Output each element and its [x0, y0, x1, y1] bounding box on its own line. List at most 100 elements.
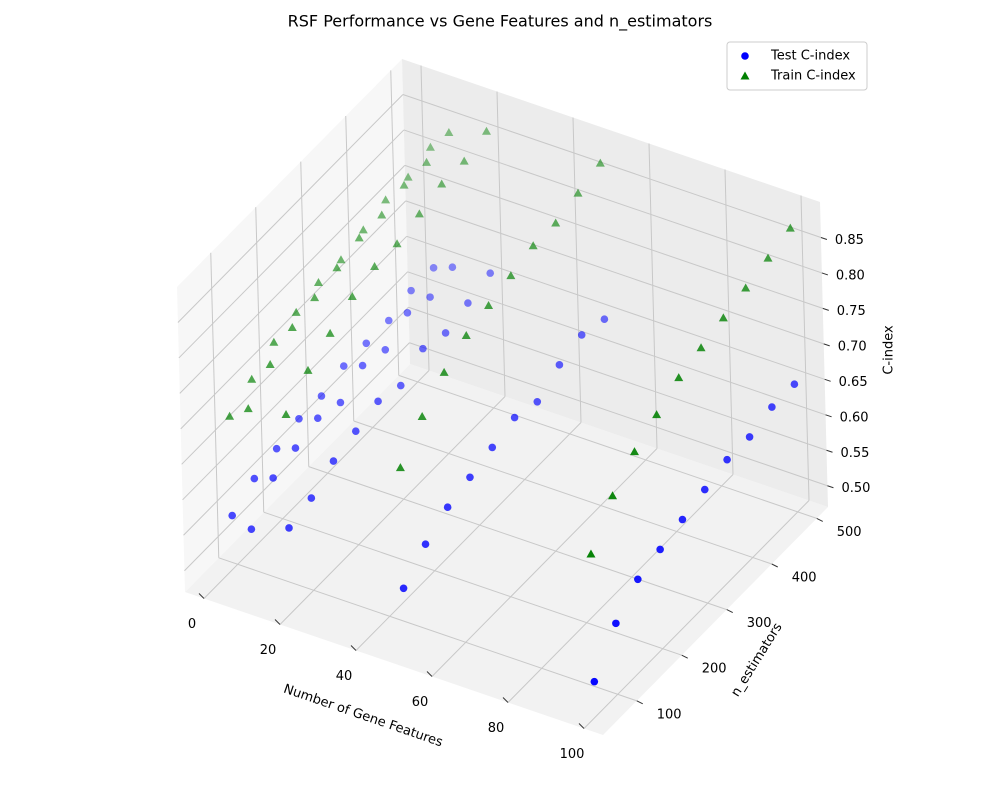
data-point	[247, 374, 257, 383]
grid-line	[431, 448, 658, 677]
grid-line	[203, 370, 430, 599]
grid-line	[353, 420, 772, 565]
data-point	[700, 485, 709, 494]
data-point	[310, 293, 320, 302]
data-point	[551, 218, 561, 227]
tick-mark	[821, 272, 829, 276]
data-point	[395, 463, 405, 472]
tick-mark	[726, 609, 733, 614]
data-point	[392, 239, 402, 248]
x-tick-label: 80	[488, 721, 505, 736]
data-point	[586, 549, 596, 558]
data-point	[459, 156, 469, 165]
data-point	[295, 415, 303, 423]
data-point	[396, 381, 405, 390]
data-point	[656, 545, 664, 554]
data-point	[225, 411, 235, 420]
legend: Test C-index Train C-index	[726, 41, 868, 91]
data-point	[510, 413, 519, 422]
grid-line	[583, 500, 810, 729]
grid-line	[210, 252, 220, 558]
data-point	[272, 444, 281, 453]
grid-line	[398, 374, 817, 519]
data-point	[358, 361, 367, 370]
grid-line	[724, 169, 734, 475]
legend-box	[726, 41, 868, 91]
z-tick-label: 0.55	[841, 446, 870, 461]
data-point	[243, 404, 253, 413]
grid-line	[308, 466, 727, 611]
tick-mark	[827, 485, 834, 489]
data-point	[351, 427, 360, 436]
data-point	[506, 271, 516, 280]
y-tick-label: 500	[837, 525, 862, 540]
grid-line	[404, 164, 823, 309]
data-point	[419, 344, 427, 353]
data-point	[763, 253, 773, 262]
data-point	[528, 241, 538, 250]
grid-line	[255, 207, 265, 513]
data-point	[269, 337, 279, 346]
data-point	[358, 225, 368, 234]
data-point	[484, 301, 494, 310]
data-point	[768, 403, 776, 411]
data-point	[590, 677, 599, 686]
tick-mark	[825, 414, 832, 418]
y-tick-label: 100	[657, 707, 682, 722]
tick-mark	[823, 343, 830, 347]
y-axis-label: n_estimators	[728, 620, 785, 699]
data-point	[741, 283, 751, 292]
legend-marker	[740, 71, 750, 80]
y-tick-label: 300	[747, 616, 772, 631]
data-point	[384, 316, 393, 325]
tick-mark	[636, 700, 643, 705]
data-point	[403, 172, 413, 181]
data-point	[374, 397, 382, 406]
grid-line	[355, 422, 582, 651]
data-point	[441, 329, 450, 337]
data-point	[281, 409, 291, 418]
data-point	[422, 157, 432, 166]
data-point	[329, 457, 338, 465]
grid-line	[263, 511, 682, 656]
data-point	[429, 264, 438, 272]
data-point	[250, 474, 259, 483]
data-point	[533, 398, 542, 406]
grid-line	[345, 115, 355, 422]
legend-marker	[741, 52, 749, 60]
data-point	[461, 330, 471, 339]
grid-line	[218, 557, 637, 702]
data-point	[332, 263, 342, 272]
data-point	[265, 360, 275, 369]
y-tick-label: 400	[792, 571, 817, 586]
data-point	[443, 503, 452, 511]
data-point	[481, 126, 491, 135]
data-point	[723, 455, 731, 464]
data-point	[313, 414, 322, 423]
data-point	[336, 255, 346, 264]
z-tick-label: 0.70	[838, 339, 867, 354]
data-point	[347, 291, 357, 300]
data-point	[678, 515, 687, 524]
tick-mark	[820, 236, 828, 240]
tick-mark	[681, 654, 688, 659]
z-tick-label: 0.75	[837, 304, 866, 319]
grid-line	[507, 474, 734, 703]
data-point	[444, 127, 454, 136]
tick-mark	[578, 723, 585, 729]
data-point	[303, 365, 313, 374]
tick-mark	[350, 645, 357, 651]
y-tick-label: 200	[702, 662, 727, 677]
x-tick-label: 60	[412, 695, 429, 710]
data-point	[696, 343, 706, 352]
data-point	[291, 307, 301, 316]
data-point	[595, 158, 605, 167]
data-point	[339, 362, 348, 370]
data-point	[421, 540, 430, 548]
data-point	[370, 262, 380, 271]
data-point	[313, 278, 323, 287]
z-tick-label: 0.65	[839, 375, 868, 390]
data-point	[439, 367, 449, 376]
